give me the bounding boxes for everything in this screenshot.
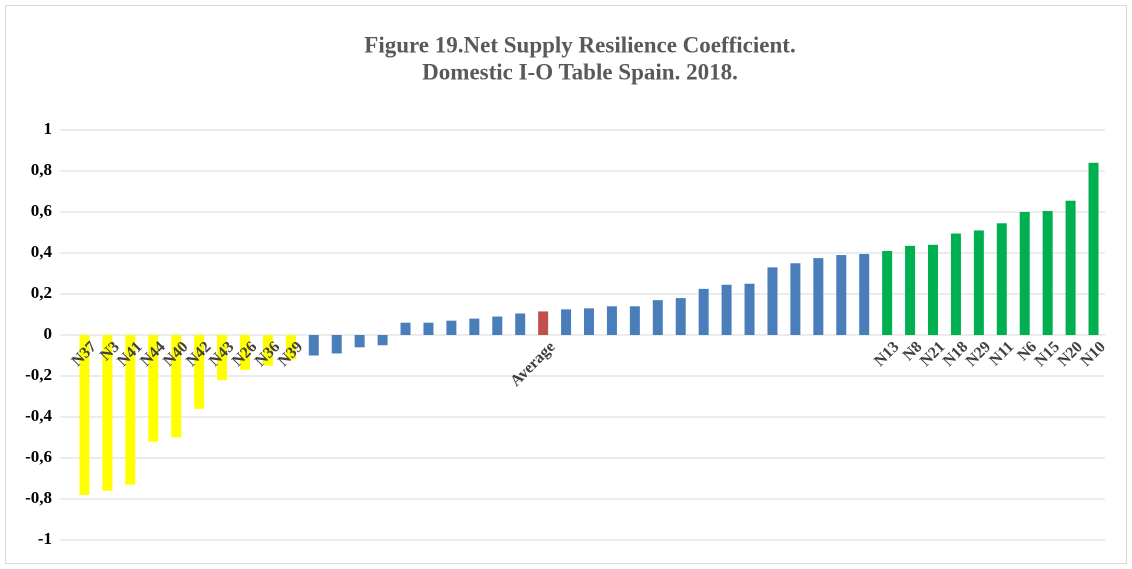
- bar: [331, 335, 342, 354]
- bar: [538, 311, 549, 335]
- bar: [308, 335, 319, 356]
- bar: [492, 316, 503, 335]
- y-tick-label: 1: [44, 119, 53, 138]
- y-tick-label: 0: [44, 324, 53, 343]
- y-tick-label: 0,6: [31, 201, 52, 220]
- bar: [79, 335, 90, 495]
- bar: [400, 322, 411, 335]
- bar: [675, 298, 686, 335]
- bar: [446, 320, 457, 335]
- bar: [354, 335, 365, 348]
- bar: [698, 288, 709, 335]
- y-tick-label: -0,8: [25, 488, 52, 507]
- bar: [515, 313, 526, 335]
- y-tick-label: 0,4: [31, 242, 53, 261]
- bar: [584, 308, 594, 335]
- bar: [905, 245, 916, 335]
- bar: [1088, 162, 1099, 335]
- bar: [1042, 210, 1053, 335]
- bar: [194, 335, 205, 409]
- bar: [859, 254, 870, 335]
- bar: [102, 335, 113, 491]
- bar: [217, 335, 228, 381]
- y-tick-label: 0,2: [31, 283, 52, 302]
- bar: [171, 335, 182, 438]
- bar: [928, 244, 938, 335]
- bar: [469, 318, 480, 335]
- bar: [240, 335, 250, 370]
- bar: [148, 335, 159, 442]
- bar: [629, 306, 640, 335]
- bar: [423, 322, 434, 335]
- y-tick-label: -1: [38, 529, 52, 548]
- bar: [1019, 212, 1030, 335]
- bar: [813, 258, 824, 335]
- bar: [1065, 200, 1076, 335]
- bar: [285, 335, 296, 360]
- y-tick-label: -0,6: [25, 447, 52, 466]
- bar: [950, 233, 961, 335]
- chart-border: [5, 5, 1127, 564]
- chart-title: Domestic I-O Table Spain. 2018.: [422, 59, 738, 84]
- bar: [721, 284, 732, 335]
- bar: [973, 230, 984, 335]
- y-tick-label: -0,2: [25, 365, 52, 384]
- bar: [836, 255, 847, 335]
- bar: [262, 335, 273, 366]
- bar: [125, 335, 136, 485]
- bar: [561, 309, 572, 335]
- bar: [996, 223, 1007, 335]
- bar: [606, 306, 617, 335]
- y-tick-label: -0,4: [25, 406, 52, 425]
- bar: [377, 335, 388, 346]
- y-tick-label: 0,8: [31, 160, 52, 179]
- bar: [652, 300, 663, 335]
- bar: [882, 250, 893, 335]
- chart-title: Figure 19.Net Supply Resilience Coeffici…: [364, 32, 795, 57]
- bar: [767, 267, 778, 335]
- bar: [790, 263, 801, 335]
- bar: [744, 283, 755, 335]
